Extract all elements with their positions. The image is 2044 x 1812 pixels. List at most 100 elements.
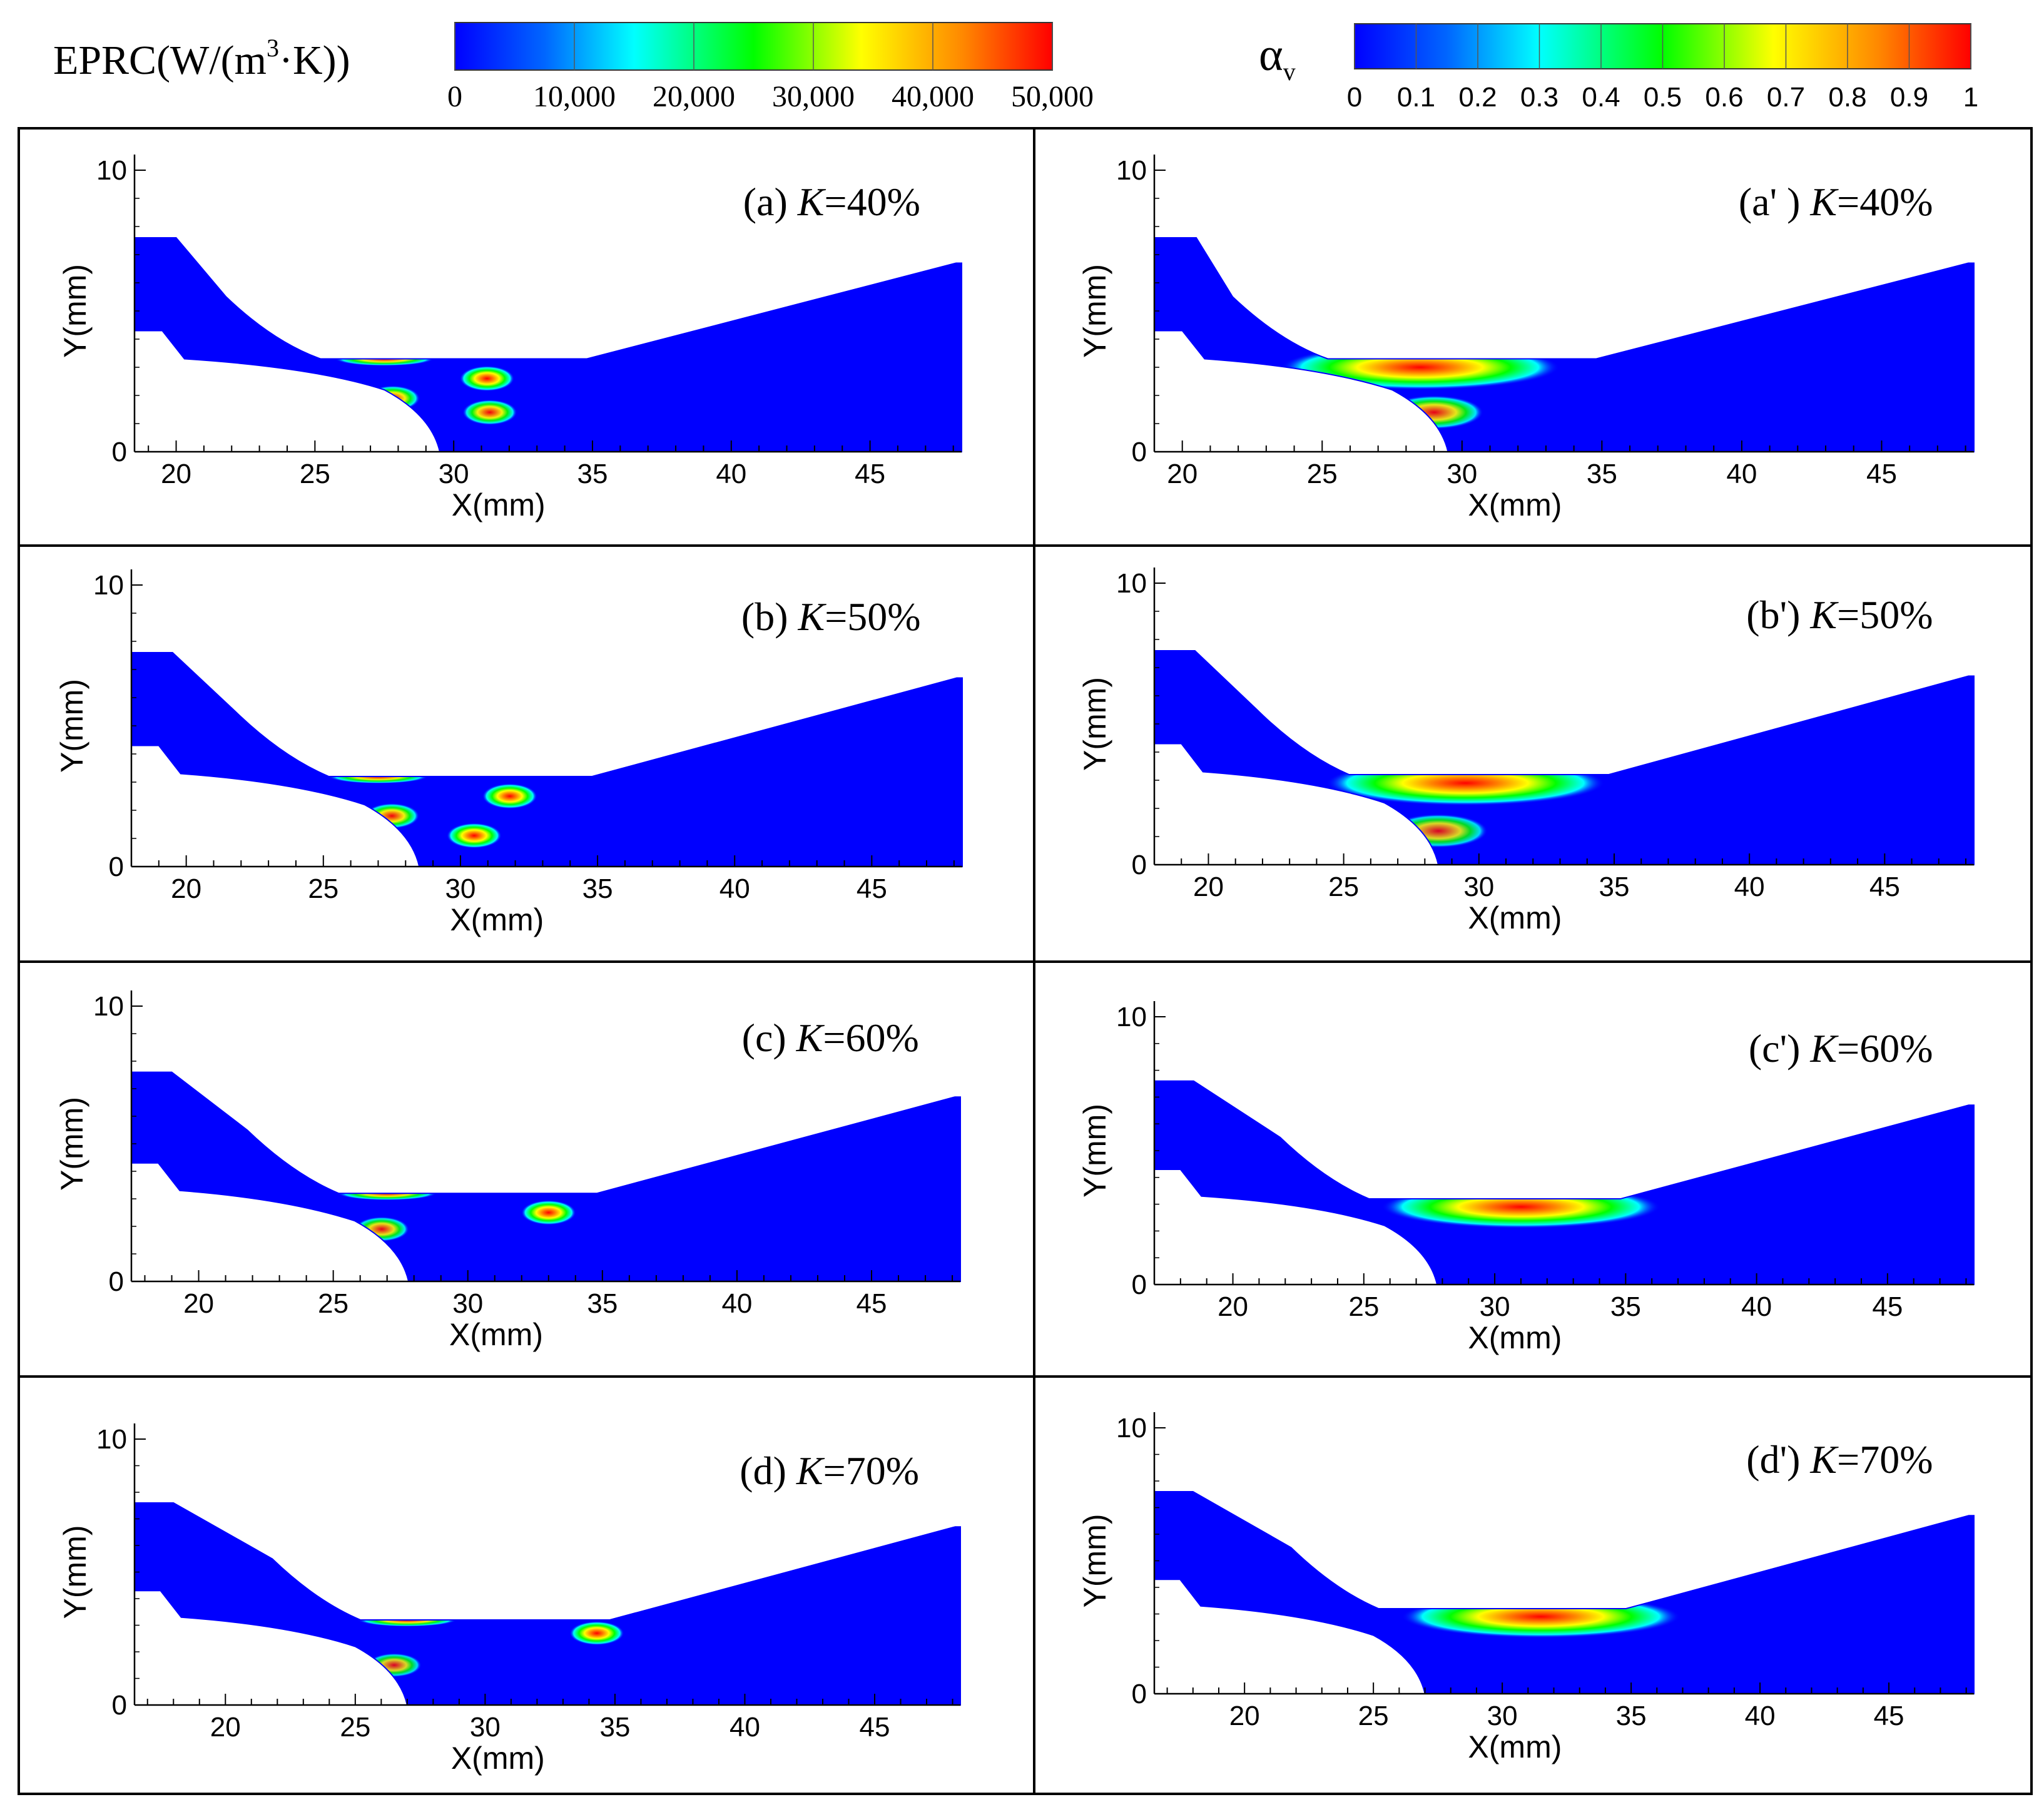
x-tick-label: 35 <box>1610 1291 1641 1322</box>
y-tick-label: 10 <box>93 570 124 601</box>
panel-title-prefix: (b') <box>1746 593 1810 637</box>
y-tick-label: 10 <box>1116 1413 1147 1443</box>
panel-c2: 20 25 30 35 40 45 0 10 X(mm) Y(mm) (c') K=60% <box>1077 1001 1975 1355</box>
legend-alpha-subscript: v <box>1283 58 1296 86</box>
y-tick-label: 10 <box>1116 155 1147 186</box>
x-tick-label: 45 <box>1874 1701 1904 1731</box>
flow-domain <box>1154 238 1974 452</box>
x-tick-label: 20 <box>183 1288 214 1319</box>
contour-hotspot <box>1281 345 1560 390</box>
y-tick-label: 0 <box>1132 850 1147 880</box>
x-tick-label: 40 <box>721 1288 752 1319</box>
contour-hotspot <box>364 803 420 829</box>
panel-title-prefix: (c') <box>1749 1026 1811 1071</box>
x-tick-label: 25 <box>318 1288 348 1319</box>
legend-eprc-ticks: 0 10,000 20,000 30,000 40,000 50,000 <box>447 23 1094 113</box>
panel-title: (a) K=40% <box>743 180 920 224</box>
x-tick-label: 40 <box>730 1712 760 1743</box>
y-tick-label: 10 <box>93 991 124 1022</box>
legend-alpha: αv 0 0.1 0.2 0.3 0.4 0.5 0.6 0.7 0.8 0.9 1 <box>1259 23 1978 113</box>
x-tick-label: 30 <box>1487 1701 1518 1731</box>
panel-title: (c) K=60% <box>742 1015 919 1060</box>
x-axis-label: X(mm) <box>1468 1320 1562 1355</box>
panel-title-k: K <box>796 1448 825 1493</box>
legend-alpha-ticks: 0 0.1 0.2 0.3 0.4 0.5 0.6 0.7 0.8 0.9 1 <box>1347 24 1978 113</box>
y-tick-label: 0 <box>1132 1679 1147 1709</box>
panel-title: (b) K=50% <box>741 594 921 639</box>
panel-title-value: =60% <box>1837 1026 1933 1071</box>
panel-title-prefix: (a' ) <box>1739 180 1811 224</box>
legend-alpha-tick-label: 0.6 <box>1705 82 1743 113</box>
legend-alpha-tick-label: 0 <box>1347 82 1362 113</box>
domain-outline <box>1154 237 1975 452</box>
legend-alpha-tick-label: 0.8 <box>1828 82 1866 113</box>
domain-outline <box>131 1071 961 1282</box>
x-axis-label: X(mm) <box>451 1741 545 1776</box>
contour-hotspot <box>354 1216 409 1242</box>
contour-hotspot <box>1401 1595 1680 1638</box>
x-tick-label: 20 <box>210 1712 241 1743</box>
panel-title: (c') K=60% <box>1749 1026 1933 1071</box>
x-tick-label: 35 <box>1616 1701 1647 1731</box>
panel-title-k: K <box>1809 593 1839 637</box>
x-tick-label: 40 <box>1741 1291 1772 1322</box>
legend-eprc-tick-label: 40,000 <box>892 80 974 113</box>
domain-outline <box>1154 1491 1975 1694</box>
panel-title: (d') K=70% <box>1746 1437 1933 1482</box>
x-tick-label: 30 <box>1463 872 1494 902</box>
y-axis-label: Y(mm) <box>54 1097 89 1191</box>
panel-d: 20 25 30 35 40 45 0 10 X(mm) Y(mm) (d) K=70% <box>58 1423 961 1776</box>
legend-alpha-tick-label: 0.9 <box>1890 82 1928 113</box>
panel-title-k: K <box>796 1015 825 1060</box>
contour-hotspot <box>447 823 502 848</box>
y-tick-label: 0 <box>112 1690 127 1721</box>
flow-domain <box>1154 1081 1974 1285</box>
x-tick-label: 35 <box>1587 459 1617 489</box>
contour-hotspot <box>1326 760 1605 806</box>
panel-title-prefix: (d') <box>1746 1437 1810 1482</box>
contour-hotspot <box>1389 814 1488 848</box>
domain-outline <box>1154 1080 1975 1285</box>
panel-b2: 20 25 30 35 40 45 0 10 X(mm) Y(mm) (b') K=50% <box>1077 568 1975 935</box>
x-tick-label: 45 <box>855 459 885 489</box>
contour-hotspot <box>459 365 515 392</box>
x-tick-label: 30 <box>470 1712 501 1743</box>
legend-eprc-title: EPRC(W/(m3·K)) <box>53 34 350 83</box>
x-tick-label: 40 <box>1734 872 1765 902</box>
panel-d2: 20 25 30 35 40 45 0 10 X(mm) Y(mm) (d') K=70% <box>1077 1412 1975 1764</box>
legend-eprc-colorbar <box>454 22 1053 71</box>
flow-domain <box>131 653 962 867</box>
flow-domain <box>135 238 962 452</box>
x-tick-label: 45 <box>857 1288 887 1319</box>
y-axis-label: Y(mm) <box>1077 264 1112 358</box>
legend-alpha-tick-label: 0.5 <box>1644 82 1682 113</box>
legend-alpha-symbol: α <box>1259 29 1283 81</box>
legend-alpha-tick-label: 0.3 <box>1520 82 1558 113</box>
panel-title-value: =70% <box>1837 1437 1933 1482</box>
contour-hotspot <box>462 399 517 425</box>
domain-outline <box>134 237 962 452</box>
x-axis-label: X(mm) <box>1468 1729 1562 1764</box>
domain-outline <box>134 1502 961 1706</box>
x-tick-label: 25 <box>1348 1291 1379 1322</box>
contour-hotspot <box>569 1621 624 1646</box>
x-tick-label: 20 <box>1193 872 1224 902</box>
x-tick-label: 45 <box>1869 872 1900 902</box>
x-tick-label: 40 <box>719 873 750 904</box>
x-tick-label: 45 <box>1872 1291 1903 1322</box>
x-tick-label: 30 <box>452 1288 483 1319</box>
x-tick-label: 30 <box>1447 459 1477 489</box>
y-axis-label: Y(mm) <box>1077 677 1112 771</box>
panel-title-value: =50% <box>1837 593 1933 637</box>
panel-title-value: =40% <box>1837 180 1933 224</box>
flow-domain <box>1154 651 1974 865</box>
x-tick-label: 25 <box>340 1712 370 1743</box>
x-tick-label: 45 <box>860 1712 890 1743</box>
y-tick-label: 0 <box>1132 437 1147 467</box>
flow-domain <box>135 1503 960 1705</box>
panel-b: 20 25 30 35 40 45 0 10 X(mm) Y(mm) (b) K=50% <box>54 569 963 937</box>
panel-title-k: K <box>1809 180 1839 224</box>
panel-title: (b') K=50% <box>1746 593 1933 637</box>
panel-a: 20 25 30 35 40 45 0 10 X(mm) Y(mm) (a) K=40% <box>58 155 962 522</box>
